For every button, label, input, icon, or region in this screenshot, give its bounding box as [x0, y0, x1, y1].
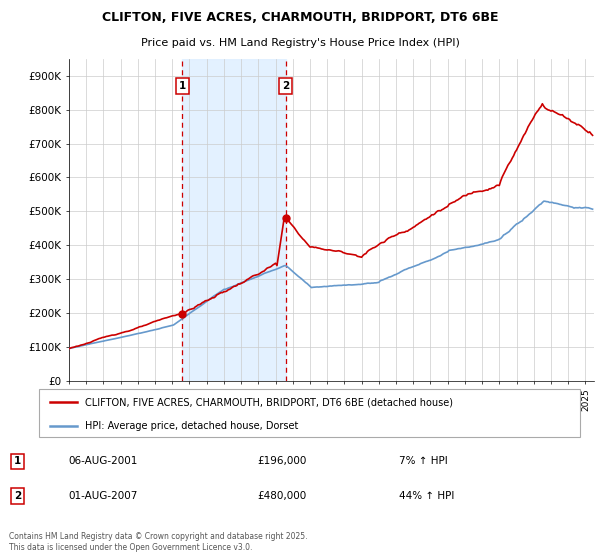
- Text: Price paid vs. HM Land Registry's House Price Index (HPI): Price paid vs. HM Land Registry's House …: [140, 38, 460, 48]
- Text: Contains HM Land Registry data © Crown copyright and database right 2025.
This d: Contains HM Land Registry data © Crown c…: [9, 533, 307, 552]
- Text: £196,000: £196,000: [257, 456, 307, 466]
- Text: 2: 2: [282, 81, 289, 91]
- Text: 01-AUG-2007: 01-AUG-2007: [68, 491, 137, 501]
- Text: £480,000: £480,000: [257, 491, 307, 501]
- Text: 2: 2: [14, 491, 22, 501]
- Bar: [182, 59, 286, 381]
- Text: CLIFTON, FIVE ACRES, CHARMOUTH, BRIDPORT, DT6 6BE (detached house): CLIFTON, FIVE ACRES, CHARMOUTH, BRIDPORT…: [85, 398, 454, 407]
- Text: 1: 1: [179, 81, 186, 91]
- Text: CLIFTON, FIVE ACRES, CHARMOUTH, BRIDPORT, DT6 6BE: CLIFTON, FIVE ACRES, CHARMOUTH, BRIDPORT…: [102, 11, 498, 24]
- Text: 06-AUG-2001: 06-AUG-2001: [68, 456, 137, 466]
- FancyBboxPatch shape: [39, 389, 580, 437]
- Text: 1: 1: [14, 456, 22, 466]
- Text: HPI: Average price, detached house, Dorset: HPI: Average price, detached house, Dors…: [85, 421, 299, 431]
- Text: 44% ↑ HPI: 44% ↑ HPI: [399, 491, 454, 501]
- Text: 7% ↑ HPI: 7% ↑ HPI: [399, 456, 448, 466]
